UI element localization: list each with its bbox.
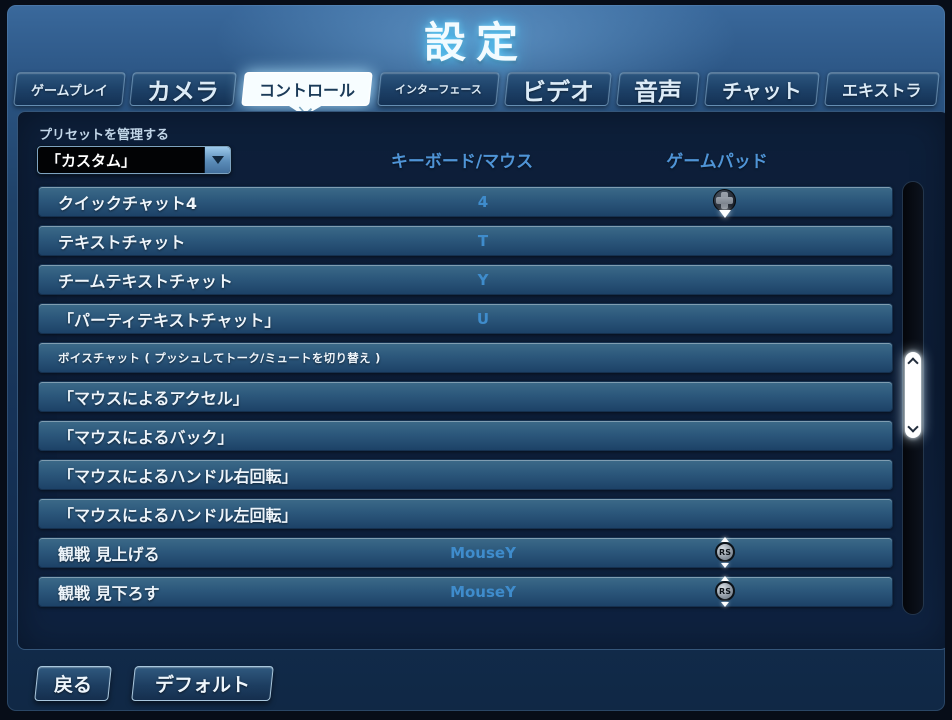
binding-action-label: 「パーティテキストチャット」	[58, 310, 281, 330]
gamepad-binding-cell: RS	[665, 576, 785, 607]
binding-action-label: テキストチャット	[58, 232, 186, 252]
binding-action-label: 「マウスによるバック」	[58, 427, 234, 447]
settings-window: 設定 ゲームプレイ カメラ コントロール インターフェース ビデオ 音声 チャット エキストラ…	[7, 5, 945, 711]
binding-row[interactable]: ボイスチャット ( プッシュしてトーク/ミュートを切り替え )	[38, 342, 893, 373]
dropdown-arrow-button[interactable]	[204, 147, 230, 173]
binding-row[interactable]: 観戦 見上げる MouseY RS	[38, 537, 893, 568]
tab-interface[interactable]: インターフェース	[377, 72, 500, 106]
gamepad-binding-cell	[665, 186, 785, 218]
tab-label: インターフェース	[395, 83, 483, 96]
binding-row[interactable]: テキストチャット T	[38, 225, 893, 256]
binding-action-label: ボイスチャット ( プッシュしてトーク/ミュートを切り替え )	[58, 350, 381, 365]
keyboard-binding-value: MouseY	[450, 582, 516, 601]
caret-down-icon	[211, 156, 224, 164]
binding-row[interactable]: 「マウスによるバック」	[38, 420, 893, 451]
tab-bar: ゲームプレイ カメラ コントロール インターフェース ビデオ 音声 チャット エキストラ	[7, 69, 945, 109]
tab-label: エキストラ	[841, 81, 922, 100]
binding-action-label: 観戦 見下ろす	[58, 583, 160, 603]
binding-action-label: クイックチャット4	[58, 193, 197, 213]
scrollbar-thumb[interactable]	[905, 352, 921, 438]
binding-action-label: チームテキストチャット	[58, 271, 233, 291]
preset-label: プリセットを管理する	[39, 128, 170, 143]
binding-row[interactable]: チームテキストチャット Y	[38, 264, 893, 295]
tab-label: チャット	[722, 78, 802, 103]
default-button[interactable]: デフォルト	[131, 666, 274, 701]
keyboard-binding-value: T	[477, 231, 489, 250]
binding-action-label: 「マウスによるハンドル左回転」	[58, 505, 298, 525]
right-stick-icon: RS	[713, 537, 737, 568]
tab-extras[interactable]: エキストラ	[824, 72, 940, 106]
tab-label: カメラ	[147, 77, 220, 106]
keyboard-binding-value: U	[476, 309, 490, 328]
tab-audio[interactable]: 音声	[616, 72, 700, 106]
keyboard-binding-value: Y	[477, 270, 489, 289]
column-header-gamepad: ゲームパッド	[666, 152, 768, 172]
binding-action-label: 「マウスによるハンドル右回転」	[58, 466, 298, 486]
binding-row[interactable]: 「パーティテキストチャット」 U	[38, 303, 893, 334]
keyboard-binding-value: MouseY	[450, 543, 516, 562]
scrollbar-track[interactable]	[902, 181, 924, 615]
right-stick-icon: RS	[713, 576, 737, 607]
preset-selected-value: 「カスタム」	[46, 151, 137, 170]
binding-action-label: 観戦 見上げる	[58, 544, 160, 564]
tab-gameplay[interactable]: ゲームプレイ	[12, 72, 126, 106]
binding-row[interactable]: 観戦 見下ろす MouseY RS	[38, 576, 893, 607]
tab-chat[interactable]: チャット	[704, 72, 820, 106]
chevron-up-icon	[907, 357, 919, 369]
bindings-list: クイックチャット4 4 テキストチャット T チームテキストチャット Y 「パー…	[38, 186, 893, 607]
tab-controls[interactable]: コントロール	[241, 72, 374, 106]
dpad-down-icon	[713, 188, 737, 218]
tab-camera[interactable]: カメラ	[129, 72, 238, 106]
preset-dropdown[interactable]: 「カスタム」	[37, 146, 231, 174]
tab-label: ゲームプレイ	[30, 83, 108, 99]
page-title: 設定	[423, 18, 528, 67]
tab-label: 音声	[634, 77, 683, 106]
column-header-keyboard: キーボード/マウス	[390, 152, 534, 172]
binding-row[interactable]: 「マウスによるハンドル左回転」	[38, 498, 893, 529]
binding-action-label: 「マウスによるアクセル」	[58, 388, 249, 408]
gamepad-binding-cell: RS	[665, 537, 785, 568]
tab-label: コントロール	[259, 81, 356, 100]
tab-video[interactable]: ビデオ	[504, 72, 612, 106]
binding-row[interactable]: 「マウスによるハンドル右回転」	[38, 459, 893, 490]
binding-row[interactable]: クイックチャット4 4	[38, 186, 893, 218]
back-button[interactable]: 戻る	[34, 666, 112, 701]
tab-label: ビデオ	[522, 77, 595, 106]
binding-row[interactable]: 「マウスによるアクセル」	[38, 381, 893, 412]
keyboard-binding-value: 4	[477, 192, 489, 211]
chevron-down-icon	[907, 421, 919, 433]
